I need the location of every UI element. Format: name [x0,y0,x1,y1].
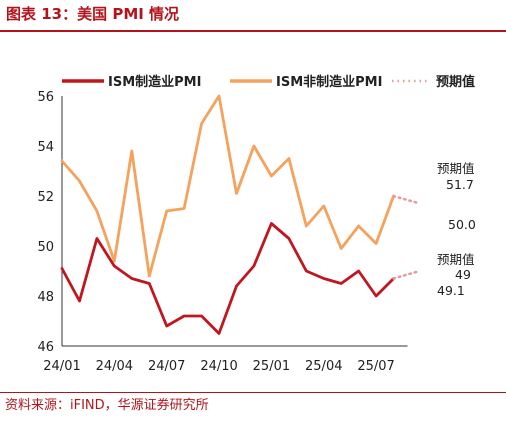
x-tick-label: 25/01 [253,359,290,374]
annotation-non-mfg-actual-value: 50.0 [448,217,476,232]
source-rule [0,392,506,393]
y-tick-label: 56 [37,90,54,105]
y-tick-label: 48 [37,290,54,305]
series-line-manufacturing [60,222,396,335]
x-tick-label: 24/10 [200,359,237,374]
legend-label-non-manufacturing: ISM非制造业PMI [276,74,382,90]
x-tick-label: 25/07 [357,359,394,374]
figure-title: 图表 13：美国 PMI 情况 [6,5,180,23]
annotation-non-mfg-expected-label: 预期值 [437,161,475,176]
x-tick-label: 24/04 [96,359,133,374]
title-rule [0,30,506,32]
annotation-mfg-actual-value: 49.1 [437,283,465,298]
annotation-mfg-expected-label: 预期值 [437,252,475,267]
annotation-mfg-expected-value: 49 [455,267,471,282]
y-tick-label: 46 [37,340,54,355]
legend-label-expected: 预期值 [436,74,475,90]
legend-label-manufacturing: ISM制造业PMI [108,74,201,90]
annotations: 预期值 51.7 50.0 预期值 49 49.1 [437,161,476,298]
axes: 46 48 50 52 54 56 24/01 24/04 24/07 24/10 25/01 25/… [37,90,408,374]
x-tick-label: 24/07 [148,359,185,374]
x-tick-label: 25/04 [305,359,342,374]
source-note: 资料来源：iFIND，华源证券研究所 [5,398,209,413]
annotation-non-mfg-expected-value: 51.7 [446,177,474,192]
y-tick-label: 54 [37,140,54,155]
legend: ISM制造业PMI ISM非制造业PMI 预期值 [62,74,475,90]
pmi-line-chart: 46 48 50 52 54 56 24/01 24/04 24/07 24/10 25/01 25/… [37,74,476,374]
expected-line-non-manufacturing [392,194,421,205]
y-tick-label: 52 [37,190,54,205]
x-tick-label: 24/01 [43,359,80,374]
series-layer [60,94,421,335]
expected-line-manufacturing [392,269,421,280]
y-tick-label: 50 [37,240,54,255]
series-line-non-manufacturing [60,94,396,278]
